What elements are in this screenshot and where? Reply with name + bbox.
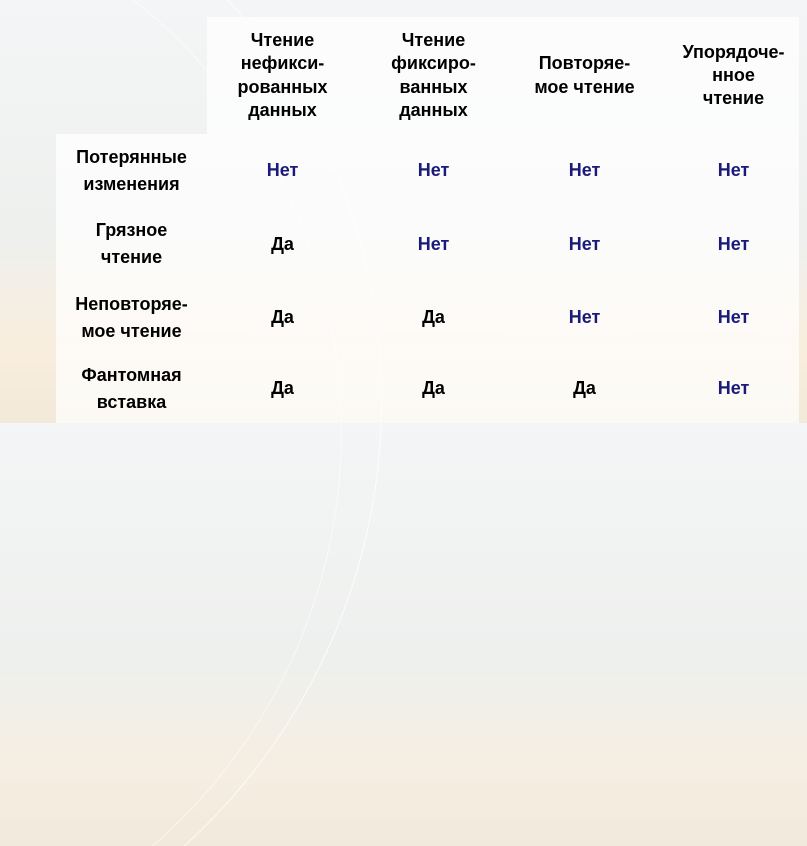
column-header-serializable: Упорядоче- нное чтение xyxy=(682,41,785,109)
table-cell: Нет xyxy=(717,307,750,327)
table-cell: Да xyxy=(422,307,445,327)
header-row-background xyxy=(207,17,799,134)
table-cell: Нет xyxy=(568,160,601,180)
table-cell: Нет xyxy=(266,160,299,180)
table-cell: Да xyxy=(573,378,596,398)
table-cell: Нет xyxy=(717,233,750,254)
table-cell: Нет xyxy=(568,233,601,254)
row-header-lost-updates: Потерянные изменения xyxy=(76,146,187,194)
row-header-non-repeatable-read: Неповторяе- мое чтение xyxy=(75,293,188,341)
table-cell: Да xyxy=(271,307,294,327)
isolation-level-table: Чтение нефикси- рованных данных Чтение ф… xyxy=(56,17,799,423)
body-rows-background xyxy=(56,134,799,423)
table-cell: Нет xyxy=(568,307,601,327)
table-cell: Нет xyxy=(417,233,450,254)
table-cell: Да xyxy=(422,378,445,398)
column-header-repeatable-read: Повторяе- мое чтение xyxy=(534,53,635,97)
table-cell: Нет xyxy=(717,160,750,180)
column-header-read-uncommitted: Чтение нефикси- рованных данных xyxy=(237,30,328,120)
row-header-phantom-insert: Фантомная вставка xyxy=(81,364,182,412)
table-cell: Да xyxy=(271,378,294,398)
row-header-dirty-read: Грязное чтение xyxy=(95,220,168,267)
table-cell: Да xyxy=(271,233,294,254)
column-header-read-committed: Чтение фиксиро- ванных данных xyxy=(391,30,476,120)
table-cell: Нет xyxy=(717,378,750,398)
table-cell: Нет xyxy=(417,160,450,180)
